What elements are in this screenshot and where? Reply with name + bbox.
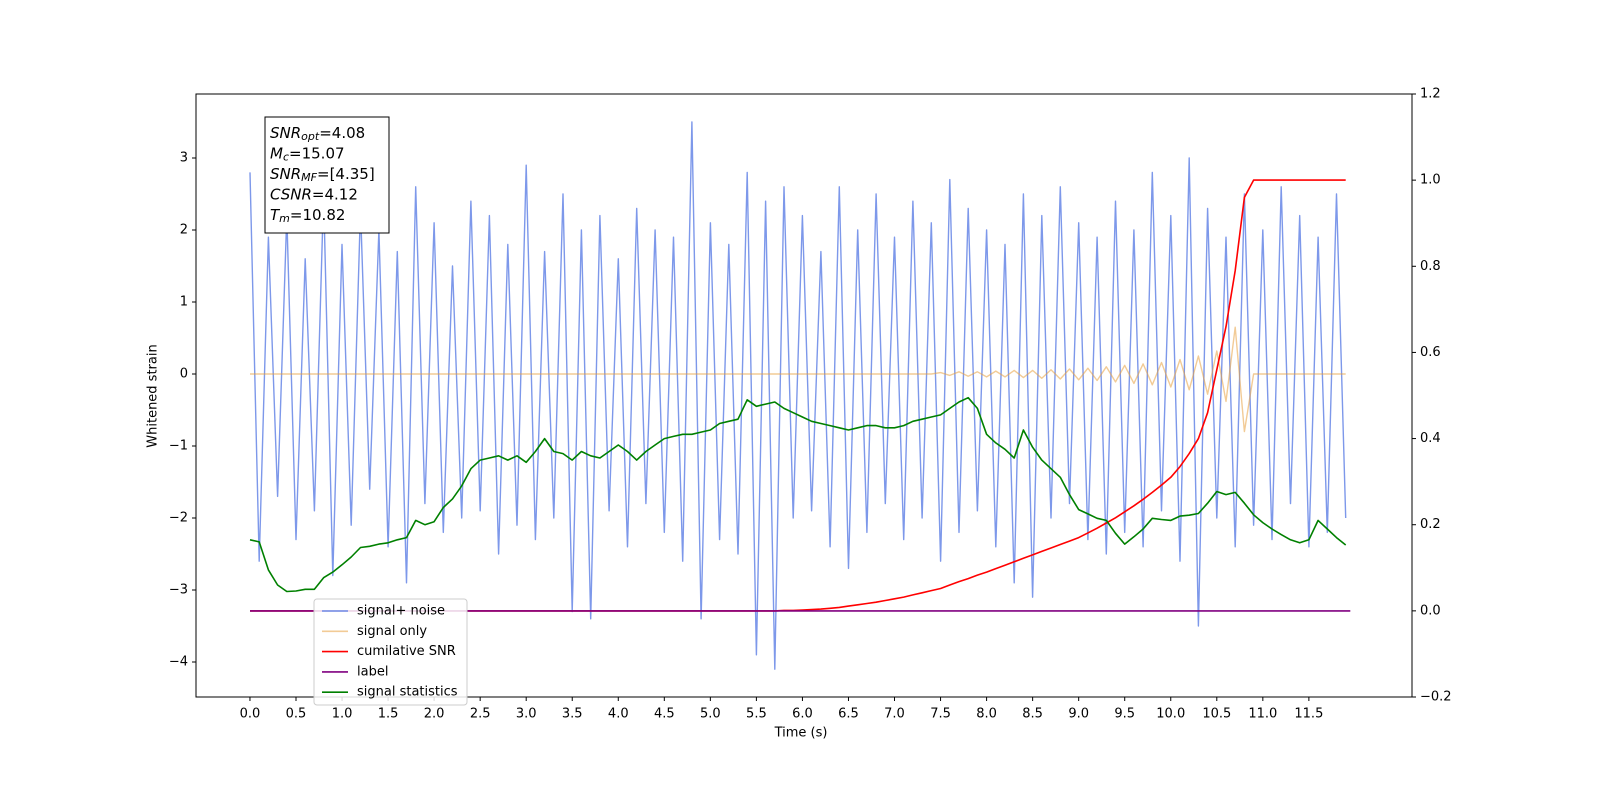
legend-label: signal statistics (357, 685, 458, 700)
x-tick-label: 7.0 (884, 707, 905, 722)
annotation-sub: MF (301, 171, 317, 184)
annotation-box (264, 116, 390, 234)
y2-tick-label: 0.2 (1420, 517, 1441, 532)
series-line (250, 326, 1346, 433)
y-tick-label: −1 (169, 439, 188, 454)
x-tick-label: 7.5 (930, 707, 951, 722)
annotation-text: =4.12 (312, 185, 358, 203)
x-tick-label: 10.0 (1156, 707, 1185, 722)
x-tick-label: 9.5 (1114, 707, 1135, 722)
annotation-base: CSNR (270, 185, 312, 203)
annotation-base: T (270, 206, 281, 224)
x-tick-label: 8.0 (976, 707, 997, 722)
annotation-base: M (270, 144, 283, 162)
y-tick-label: 0 (180, 367, 188, 382)
annotation-text: =10.82 (290, 206, 346, 224)
y-tick-label: −2 (169, 511, 188, 526)
annotation-sub: c (283, 151, 289, 164)
x-tick-label: 5.5 (746, 707, 767, 722)
legend-label: label (357, 664, 388, 679)
plot-frame (195, 93, 1413, 698)
annotation-line: Tm=10.82 (270, 206, 345, 226)
plot-area (249, 121, 1351, 670)
annotation-line: Mc=15.07 (270, 144, 345, 164)
legend-label: signal only (357, 624, 427, 639)
x-tick-label: 3.0 (516, 707, 537, 722)
series-line (249, 396, 1347, 593)
x-tick-label: 6.5 (838, 707, 859, 722)
x-tick-label: 11.0 (1248, 707, 1277, 722)
legend-label: cumilative SNR (357, 644, 456, 659)
y-axis-label: Whitened strain (146, 344, 161, 447)
legend-label: signal+ noise (357, 604, 445, 619)
annotation-line: SNRopt=4.08 (270, 124, 365, 144)
annotation-text: =15.07 (289, 144, 345, 162)
y2-tick-label: 0.0 (1420, 603, 1441, 618)
x-tick-label: 4.5 (654, 707, 675, 722)
y2-tick-label: −0.2 (1420, 690, 1452, 705)
x-tick-label: 11.5 (1294, 707, 1323, 722)
annotation-text: =4.08 (319, 124, 365, 142)
y-tick-label: 3 (180, 151, 188, 166)
legend-box (313, 598, 468, 706)
y-tick-label: 1 (180, 295, 188, 310)
x-tick-label: 0.0 (240, 707, 261, 722)
x-axis-label: Time (s) (774, 726, 828, 741)
y-tick-label: 2 (180, 223, 188, 238)
x-tick-label: 2.0 (424, 707, 445, 722)
x-tick-label: 8.5 (1022, 707, 1043, 722)
x-tick-label: 1.0 (332, 707, 353, 722)
x-tick-label: 1.5 (378, 707, 399, 722)
x-tick-label: 5.0 (700, 707, 721, 722)
annotation-sub: opt (301, 130, 320, 143)
y2-tick-label: 1.2 (1420, 87, 1441, 102)
x-tick-label: 6.0 (792, 707, 813, 722)
y2-tick-label: 0.8 (1420, 259, 1441, 274)
y-tick-label: −4 (169, 655, 188, 670)
annotation-base: SNR (270, 165, 301, 183)
annotation-text: =[4.35] (317, 165, 375, 183)
y2-tick-label: 0.4 (1420, 431, 1441, 446)
y-tick-label: −3 (169, 583, 188, 598)
y2-tick-label: 1.0 (1420, 173, 1441, 188)
y2-tick-label: 0.6 (1420, 345, 1441, 360)
annotation-sub: m (279, 212, 290, 225)
x-tick-label: 2.5 (470, 707, 491, 722)
x-tick-label: 0.5 (286, 707, 307, 722)
annotation-line: CSNR=4.12 (270, 185, 358, 203)
series-line (249, 121, 1347, 670)
annotation-base: SNR (270, 124, 301, 142)
annotation-line: SNRMF=[4.35] (270, 165, 375, 185)
x-tick-label: 4.0 (608, 707, 629, 722)
x-tick-label: 10.5 (1202, 707, 1231, 722)
x-tick-label: 9.0 (1068, 707, 1089, 722)
x-tick-label: 3.5 (562, 707, 583, 722)
